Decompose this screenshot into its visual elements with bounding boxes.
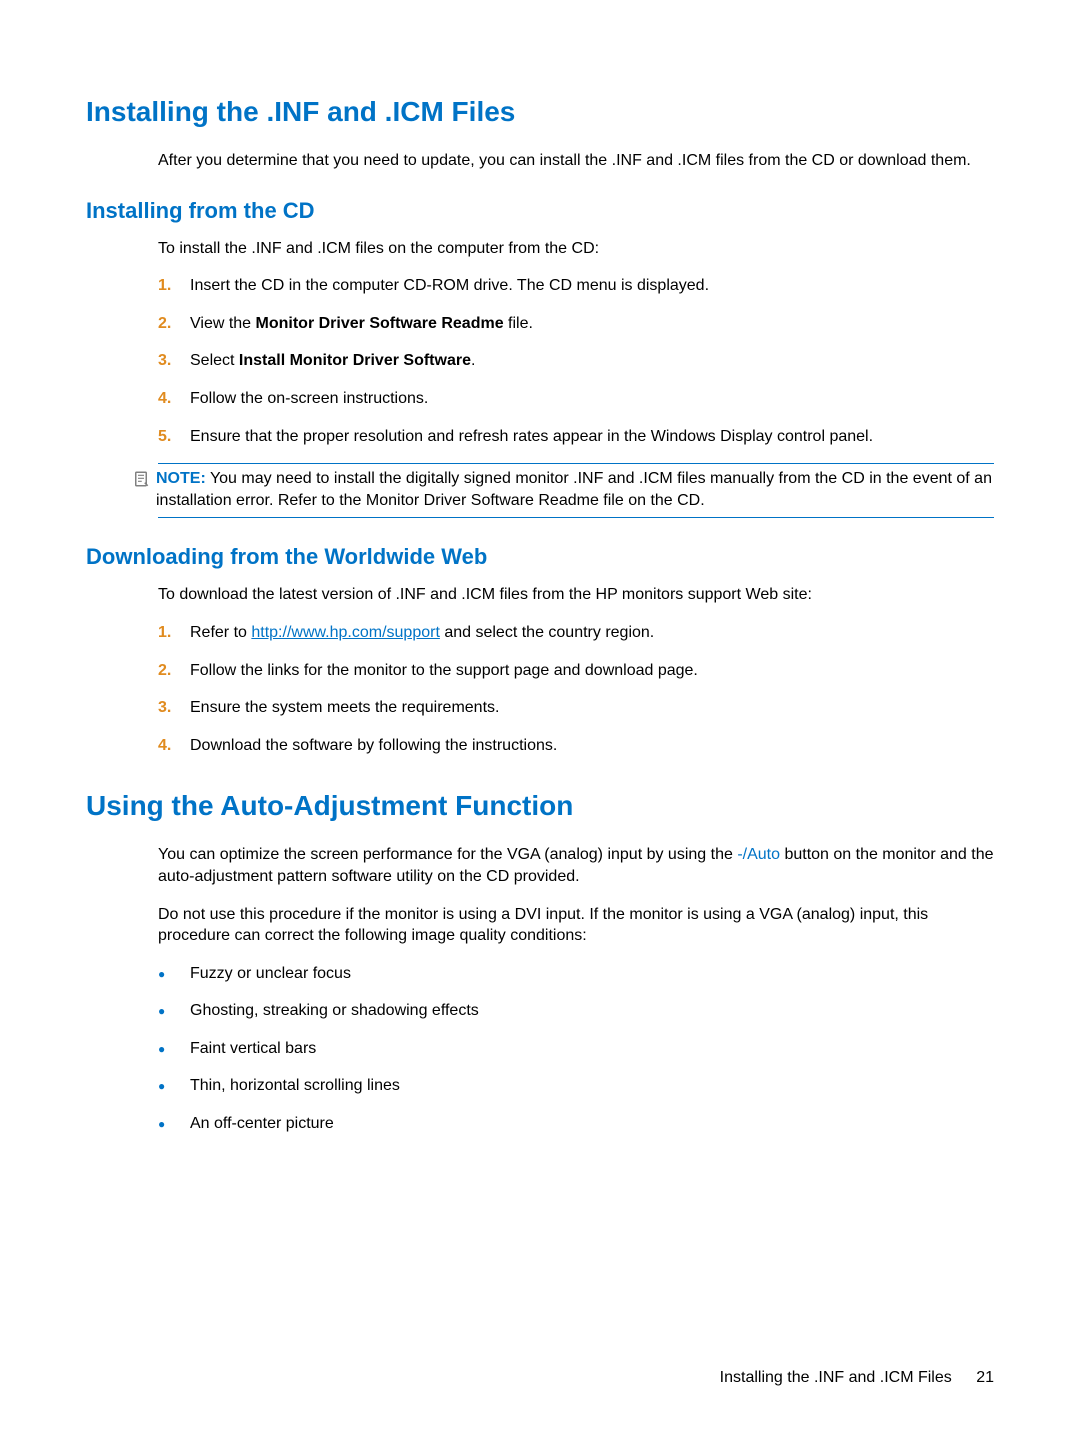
list-item: 4. Download the software by following th… [86,735,994,757]
list-text: View the Monitor Driver Software Readme … [190,313,994,335]
bullet-icon: ● [158,1041,190,1057]
note-label: NOTE: [156,470,206,487]
heading-installing-inf-icm: Installing the .INF and .ICM Files [86,96,994,128]
list-item: 1. Insert the CD in the computer CD-ROM … [86,275,994,297]
list-number: 4. [158,388,190,410]
heading-installing-from-cd: Installing from the CD [86,198,994,224]
bullet-icon: ● [158,966,190,982]
list-text: Ghosting, streaking or shadowing effects [190,1000,994,1022]
list-item: 3. Select Install Monitor Driver Softwar… [86,350,994,372]
list-item: 2. View the Monitor Driver Software Read… [86,313,994,335]
list-number: 1. [158,622,190,644]
list-item: ●Ghosting, streaking or shadowing effect… [86,1000,994,1022]
list-text: Select Install Monitor Driver Software. [190,350,994,372]
list-item: ●Faint vertical bars [86,1038,994,1060]
bullet-icon: ● [158,1116,190,1132]
support-link[interactable]: http://www.hp.com/support [251,624,440,641]
footer-page-number: 21 [976,1369,994,1386]
list-item: 3. Ensure the system meets the requireme… [86,697,994,719]
list-text: Follow the on-screen instructions. [190,388,994,410]
list-number: 2. [158,313,190,335]
intro-paragraph: After you determine that you need to upd… [158,150,994,172]
list-number: 3. [158,350,190,372]
list-item: 2. Follow the links for the monitor to t… [86,660,994,682]
heading-auto-adjustment: Using the Auto-Adjustment Function [86,790,994,822]
list-item: ●Fuzzy or unclear focus [86,963,994,985]
note-icon [132,470,150,511]
list-text: An off-center picture [190,1113,994,1135]
page-footer: Installing the .INF and .ICM Files 21 [720,1369,994,1387]
note-content: NOTE: You may need to install the digita… [156,468,994,511]
list-item: ●Thin, horizontal scrolling lines [86,1075,994,1097]
list-number: 5. [158,426,190,448]
list-text: Download the software by following the i… [190,735,994,757]
list-number: 2. [158,660,190,682]
list-text: Follow the links for the monitor to the … [190,660,994,682]
list-number: 1. [158,275,190,297]
list-item: 1. Refer to http://www.hp.com/support an… [86,622,994,644]
list-text: Fuzzy or unclear focus [190,963,994,985]
list-text: Ensure the system meets the requirements… [190,697,994,719]
list-text: Insert the CD in the computer CD-ROM dri… [190,275,994,297]
document-page: Installing the .INF and .ICM Files After… [0,0,1080,1437]
footer-section-title: Installing the .INF and .ICM Files [720,1369,952,1386]
web-intro-paragraph: To download the latest version of .INF a… [158,584,994,606]
list-text: Ensure that the proper resolution and re… [190,426,994,448]
list-number: 3. [158,697,190,719]
list-number: 4. [158,735,190,757]
auto-adjust-paragraph-2: Do not use this procedure if the monitor… [158,904,994,947]
list-text: Thin, horizontal scrolling lines [190,1075,994,1097]
cd-steps-list: 1. Insert the CD in the computer CD-ROM … [86,275,994,447]
list-item: 4. Follow the on-screen instructions. [86,388,994,410]
auto-button-label: -/Auto [737,846,780,863]
list-text: Faint vertical bars [190,1038,994,1060]
list-text: Refer to http://www.hp.com/support and s… [190,622,994,644]
note-text: You may need to install the digitally si… [156,470,992,509]
auto-adjust-paragraph-1: You can optimize the screen performance … [158,844,994,887]
web-steps-list: 1. Refer to http://www.hp.com/support an… [86,622,994,756]
note-box: NOTE: You may need to install the digita… [158,463,994,518]
bullet-icon: ● [158,1003,190,1019]
heading-downloading-web: Downloading from the Worldwide Web [86,544,994,570]
cd-intro-paragraph: To install the .INF and .ICM files on th… [158,238,994,260]
bullet-icon: ● [158,1078,190,1094]
conditions-list: ●Fuzzy or unclear focus ●Ghosting, strea… [86,963,994,1135]
list-item: ●An off-center picture [86,1113,994,1135]
list-item: 5. Ensure that the proper resolution and… [86,426,994,448]
